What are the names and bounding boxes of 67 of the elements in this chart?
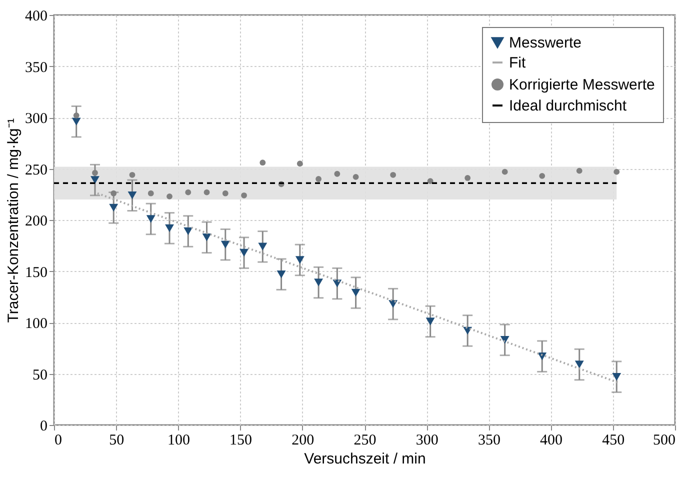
point [202, 234, 212, 242]
legend-label: Korrigierte Messwerte [509, 76, 655, 94]
point [576, 168, 582, 174]
point [72, 118, 81, 126]
x-tick-label: 350 [478, 432, 500, 448]
legend-label: Messwerte [509, 34, 582, 52]
y-tick-label: 0 [40, 418, 48, 434]
y-tick-label: 100 [25, 316, 48, 332]
point [92, 170, 98, 176]
x-tick-label: 300 [416, 432, 438, 448]
y-tick-label: 250 [25, 162, 48, 178]
point [166, 193, 172, 200]
y-tick-label: 400 [25, 8, 48, 24]
y-tick-label: 350 [25, 60, 48, 76]
legend-label: Fit [509, 54, 526, 72]
point [185, 189, 192, 196]
point [539, 172, 546, 179]
point [165, 224, 174, 232]
point [204, 189, 210, 196]
x-tick-label: 150 [230, 432, 252, 448]
point [260, 160, 266, 166]
x-tick-label: 450 [602, 432, 625, 448]
point [352, 174, 359, 180]
point [240, 248, 248, 257]
point [73, 112, 80, 118]
point [129, 172, 136, 178]
x-axis-title: Versuchszeit / min [304, 450, 426, 468]
point [148, 190, 154, 196]
y-tick-label: 300 [25, 111, 48, 127]
point [184, 227, 193, 236]
y-tick-label: 50 [32, 367, 48, 384]
point [390, 172, 396, 178]
y-tick-label: 200 [25, 214, 48, 230]
point [109, 204, 118, 212]
point [220, 240, 230, 248]
legend-label: Ideal durchmischt [509, 98, 628, 114]
point [426, 318, 435, 326]
y-tick-label: 150 [25, 264, 48, 281]
point [295, 256, 304, 264]
point [574, 360, 584, 368]
point [296, 160, 303, 167]
x-tick-label: 200 [292, 432, 314, 448]
point [241, 192, 247, 198]
point [110, 190, 117, 196]
point [612, 372, 622, 381]
x-tick-label: 250 [354, 432, 376, 448]
point [500, 336, 510, 344]
y-axis-title: Tracer-Konzentration / mg·kg⁻¹ [5, 118, 22, 323]
point [128, 192, 137, 200]
point [146, 215, 156, 223]
point [502, 168, 508, 175]
x-tick-label: 500 [653, 432, 676, 448]
point [316, 176, 322, 182]
point [334, 170, 340, 177]
point [276, 270, 286, 278]
x-tick-label: 0 [54, 432, 62, 448]
x-tick-label: 50 [109, 432, 124, 448]
point [314, 278, 324, 286]
point [427, 178, 434, 184]
point [351, 288, 360, 297]
point [90, 176, 100, 184]
x-tick-label: 100 [167, 432, 190, 448]
point [258, 242, 268, 251]
point [464, 175, 471, 181]
x-tick-label: 400 [540, 432, 563, 448]
point [614, 168, 620, 175]
point [222, 190, 228, 196]
